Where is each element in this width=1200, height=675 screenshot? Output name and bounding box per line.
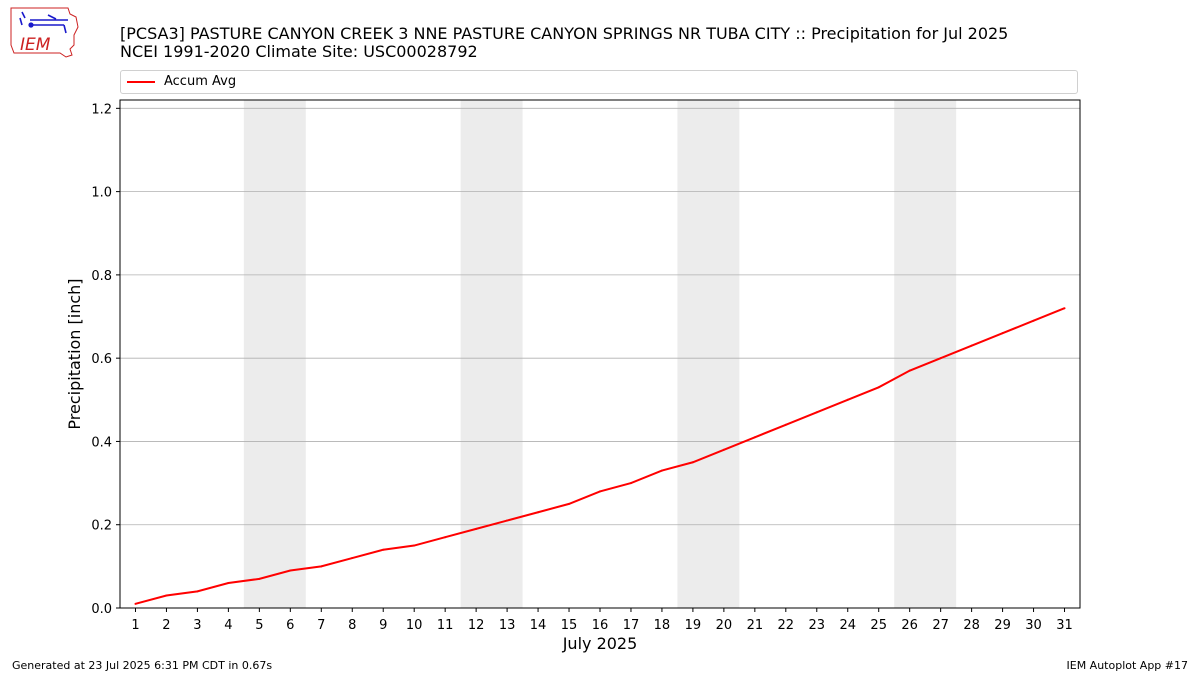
- data-point-27: [939, 357, 942, 360]
- data-point-29: [1001, 332, 1004, 335]
- x-tick-label-10: 11: [437, 618, 454, 633]
- y-tick-label-3: 0.6: [91, 352, 112, 367]
- y-axis-label: Precipitation [inch]: [65, 278, 84, 429]
- x-tick-label-13: 14: [530, 618, 547, 633]
- data-point-13: [506, 519, 509, 522]
- data-point-18: [660, 469, 663, 472]
- data-point-26: [908, 369, 911, 372]
- data-point-12: [475, 527, 478, 530]
- data-point-31: [1063, 307, 1066, 310]
- weekend-band-1: [460, 100, 523, 608]
- x-tick-label-7: 8: [348, 618, 356, 633]
- data-point-9: [382, 548, 385, 551]
- x-tick-label-8: 9: [379, 618, 387, 633]
- data-point-15: [568, 502, 571, 505]
- x-tick-label-3: 4: [224, 618, 232, 633]
- x-tick-label-2: 3: [193, 618, 201, 633]
- x-tick-label-15: 16: [592, 618, 609, 633]
- x-tick-label-28: 29: [994, 618, 1011, 633]
- data-point-20: [722, 448, 725, 451]
- x-tick-label-25: 26: [901, 618, 918, 633]
- x-tick-label-21: 22: [778, 618, 795, 633]
- x-tick-label-30: 31: [1056, 618, 1073, 633]
- weekend-band-2: [677, 100, 740, 608]
- data-point-8: [351, 557, 354, 560]
- x-tick-label-29: 30: [1025, 618, 1042, 633]
- x-tick-label-9: 10: [406, 618, 423, 633]
- y-tick-label-5: 1.0: [91, 186, 112, 201]
- x-tick-label-11: 12: [468, 618, 485, 633]
- data-point-25: [877, 386, 880, 389]
- x-tick-label-0: 1: [131, 618, 139, 633]
- iem-logo: IEM: [10, 7, 79, 58]
- data-point-21: [753, 436, 756, 439]
- data-point-11: [444, 536, 447, 539]
- weekend-band-0: [243, 100, 306, 608]
- footer-app: IEM Autoplot App #17: [1066, 659, 1189, 672]
- x-tick-label-16: 17: [623, 618, 640, 633]
- x-tick-label-23: 24: [839, 618, 856, 633]
- data-point-24: [846, 398, 849, 401]
- data-point-14: [537, 511, 540, 514]
- data-point-23: [815, 411, 818, 414]
- title-line-2: NCEI 1991-2020 Climate Site: USC00028792: [120, 42, 478, 61]
- data-point-10: [413, 544, 416, 547]
- plot-frame: [119, 99, 1081, 609]
- y-tick-label-2: 0.4: [91, 435, 112, 450]
- data-point-2: [165, 594, 168, 597]
- weekend-band-3: [894, 100, 957, 608]
- data-point-3: [196, 590, 199, 593]
- data-point-16: [599, 490, 601, 493]
- x-tick-label-20: 21: [747, 618, 764, 633]
- x-tick-label-1: 2: [162, 618, 170, 633]
- x-tick-label-12: 13: [499, 618, 516, 633]
- legend-label: Accum Avg: [164, 74, 237, 89]
- x-tick-label-17: 18: [654, 618, 671, 633]
- y-tick-label-6: 1.2: [91, 102, 112, 117]
- data-point-6: [289, 569, 292, 572]
- data-point-4: [227, 582, 230, 585]
- data-point-7: [320, 565, 323, 568]
- y-tick-label-4: 0.8: [91, 269, 112, 284]
- x-tick-label-18: 19: [685, 618, 702, 633]
- x-tick-label-14: 15: [561, 618, 578, 633]
- x-tick-label-6: 7: [317, 618, 325, 633]
- logo-text: IEM: [20, 35, 51, 55]
- data-point-19: [691, 461, 694, 464]
- x-tick-label-22: 23: [809, 618, 826, 633]
- x-tick-label-24: 25: [870, 618, 887, 633]
- x-axis-label: July 2025: [562, 634, 638, 653]
- x-tick-label-4: 5: [255, 618, 263, 633]
- data-point-1: [134, 602, 137, 605]
- y-tick-label-1: 0.2: [91, 519, 112, 534]
- data-point-28: [970, 344, 973, 347]
- title-line-1: [PCSA3] PASTURE CANYON CREEK 3 NNE PASTU…: [120, 24, 1009, 43]
- legend: Accum Avg: [120, 70, 1078, 94]
- x-tick-label-27: 28: [963, 618, 980, 633]
- chart-title: [PCSA3] PASTURE CANYON CREEK 3 NNE PASTU…: [120, 25, 1008, 61]
- data-point-5: [258, 577, 261, 580]
- data-point-17: [629, 482, 632, 485]
- legend-line-swatch: [127, 81, 155, 83]
- x-tick-label-5: 6: [286, 618, 294, 633]
- x-tick-label-26: 27: [932, 618, 949, 633]
- data-point-30: [1032, 319, 1035, 322]
- data-point-22: [784, 423, 787, 426]
- x-tick-label-19: 20: [716, 618, 733, 633]
- footer-generated: Generated at 23 Jul 2025 6:31 PM CDT in …: [12, 659, 273, 672]
- y-tick-label-0: 0.0: [91, 602, 112, 617]
